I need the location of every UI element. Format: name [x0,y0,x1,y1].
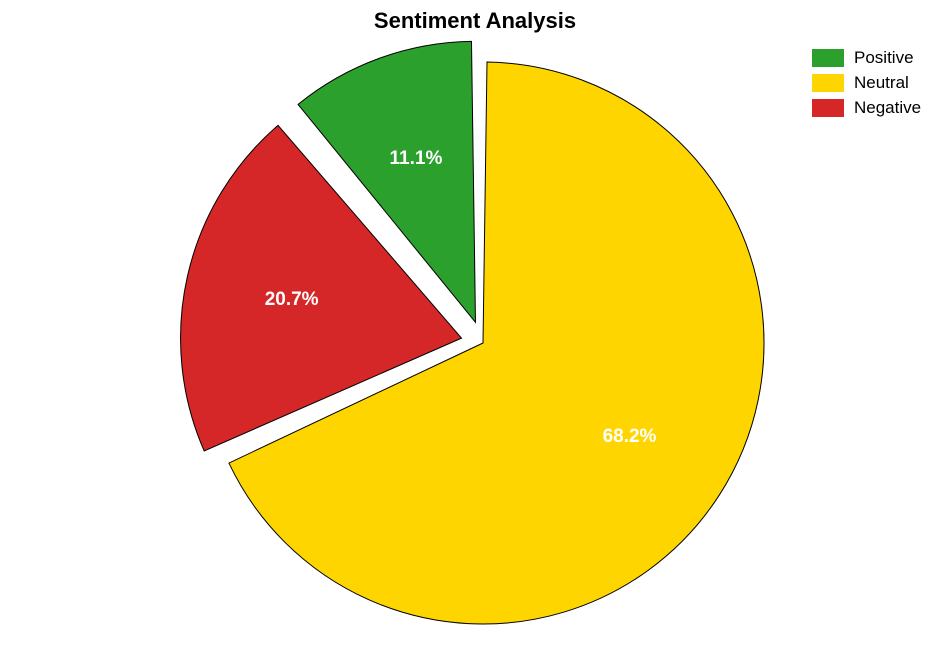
legend-label-neutral: Neutral [854,73,909,93]
legend-swatch-negative [812,99,844,117]
legend-item-negative: Negative [812,98,921,118]
pie-chart [170,30,796,656]
legend-item-neutral: Neutral [812,73,921,93]
slice-label-positive: 11.1% [390,148,443,170]
legend-item-positive: Positive [812,48,921,68]
legend-swatch-neutral [812,74,844,92]
legend-label-positive: Positive [854,48,914,68]
legend-label-negative: Negative [854,98,921,118]
slice-label-negative: 20.7% [265,289,319,311]
slice-label-neutral: 68.2% [603,426,657,448]
legend-swatch-positive [812,49,844,67]
legend: Positive Neutral Negative [812,48,921,123]
